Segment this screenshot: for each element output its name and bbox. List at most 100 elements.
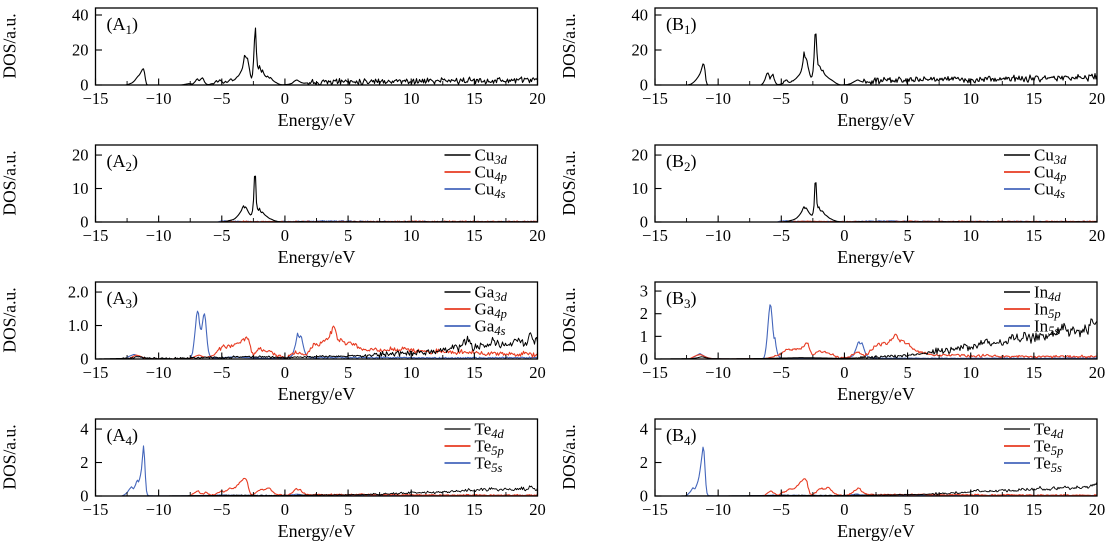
dos-panel-A2: −15 −10 −5 0 5 10 15 20 0 10 20 DOS/a.u. Energy/eV (A… <box>0 144 546 267</box>
x-tick-label: 0 <box>281 89 289 108</box>
legend-label-Te5p: Te5p <box>1034 437 1063 459</box>
y-tick-label: 20 <box>632 41 649 60</box>
x-axis-label: Energy/eV <box>837 521 915 541</box>
y-tick-label: 10 <box>72 179 89 198</box>
x-tick-label: 15 <box>466 500 483 519</box>
legend-label-Te5s: Te5s <box>1034 454 1062 476</box>
x-tick-label: −5 <box>773 89 791 108</box>
x-tick-label: 0 <box>281 226 289 245</box>
x-tick-label: −15 <box>642 226 668 245</box>
x-tick-label: −5 <box>213 89 231 108</box>
x-tick-label: 5 <box>903 226 911 245</box>
y-tick-label: 2 <box>640 304 648 323</box>
legend-label-Cu4p: Cu4p <box>1034 163 1066 185</box>
x-tick-label: 10 <box>403 226 420 245</box>
y-tick-label: 1 <box>640 327 648 346</box>
x-axis-label: Energy/eV <box>837 384 915 404</box>
x-axis-label: Energy/eV <box>278 247 356 267</box>
x-tick-label: −5 <box>213 500 231 519</box>
series-In4d <box>655 318 1097 359</box>
y-tick-label: 0 <box>640 350 648 369</box>
y-axis-ticks <box>95 154 102 223</box>
panel-label: (A1) <box>107 14 139 37</box>
x-tick-label: 10 <box>962 226 979 245</box>
x-tick-label: −5 <box>213 363 231 382</box>
y-tick-label: 4 <box>640 420 648 439</box>
x-tick-label: 5 <box>903 363 911 382</box>
panel-label: (A3) <box>107 288 139 311</box>
series-group <box>655 182 1097 222</box>
x-tick-label: 0 <box>840 500 848 519</box>
x-tick-label: 20 <box>1089 226 1106 245</box>
x-axis-ticks <box>654 352 1098 359</box>
panel-label: (A4) <box>107 425 139 448</box>
panel-label: (B2) <box>666 151 697 174</box>
plot-frame <box>94 7 539 86</box>
y-tick-label: 10 <box>632 179 649 198</box>
panel-label: (B4) <box>666 425 697 448</box>
x-tick-label: 15 <box>466 226 483 245</box>
x-tick-label: −15 <box>642 363 668 382</box>
x-tick-label: 0 <box>281 500 289 519</box>
y-tick-label: 0 <box>640 487 648 506</box>
plot-frame <box>654 144 1098 223</box>
x-tick-label: −10 <box>146 363 172 382</box>
y-tick-label: 3 <box>640 282 648 301</box>
legend-label-Ga4s: Ga4s <box>475 317 506 339</box>
x-tick-label: 20 <box>529 89 546 108</box>
x-tick-label: −15 <box>83 500 109 519</box>
series-group <box>655 446 1097 496</box>
dos-panel-A1: −15 −10 −5 0 5 10 15 20 0 20 40 DOS/a.u. Energy/eV (A… <box>0 6 546 131</box>
legend-label-Ga3d: Ga3d <box>475 283 508 305</box>
dos-panel-A4: −15 −10 −5 0 5 10 15 20 0 2 4 DOS/a.u. Energy/eV (A4)… <box>0 418 546 541</box>
x-tick-label: 0 <box>840 363 848 382</box>
x-tick-label: 20 <box>529 363 546 382</box>
y-tick-label: 2.0 <box>68 283 89 302</box>
x-tick-label: 10 <box>403 89 420 108</box>
series-total-dos <box>655 33 1097 85</box>
dos-panel-B2: −15 −10 −5 0 5 10 15 20 0 10 20 DOS/a.u. Energy/eV (B… <box>560 144 1106 267</box>
legend-label-Te5p: Te5p <box>475 437 504 459</box>
x-tick-label: 20 <box>1089 500 1106 519</box>
x-tick-label: 15 <box>1026 89 1043 108</box>
y-axis-ticks <box>655 154 662 223</box>
y-tick-label: 40 <box>632 6 649 25</box>
x-tick-label: 10 <box>962 500 979 519</box>
series-group <box>95 27 538 85</box>
series-group <box>655 33 1097 85</box>
y-tick-label: 20 <box>632 146 649 165</box>
x-tick-label: −15 <box>83 363 109 382</box>
series-group <box>655 304 1097 359</box>
x-tick-label: 0 <box>840 89 848 108</box>
legend-label-Te4d: Te4d <box>1034 420 1064 442</box>
x-tick-label: 20 <box>1089 363 1106 382</box>
x-axis-label: Energy/eV <box>278 521 356 541</box>
x-tick-label: −10 <box>705 363 731 382</box>
panel-label: (A2) <box>107 151 139 174</box>
legend-label-In5p: In5p <box>1034 300 1061 322</box>
panel-label: (B1) <box>666 14 697 37</box>
x-tick-label: 15 <box>1026 363 1043 382</box>
x-axis-label: Energy/eV <box>837 247 915 267</box>
y-axis-label: DOS/a.u. <box>560 287 579 352</box>
y-axis-ticks <box>655 428 662 497</box>
dos-panel-A3: −15 −10 −5 0 5 10 15 20 0 1.0 2.0 DOS/a.u. Energy/eV… <box>0 281 546 404</box>
series-In5s <box>655 304 1097 359</box>
x-tick-label: 20 <box>529 500 546 519</box>
y-tick-label: 0 <box>80 487 88 506</box>
y-axis-ticks <box>95 291 102 360</box>
y-tick-label: 4 <box>80 420 88 439</box>
legend-label-Te4d: Te4d <box>475 420 505 442</box>
x-tick-label: 5 <box>344 500 352 519</box>
dos-panel-B3: −15 −10 −5 0 5 10 15 20 0 1 2 3 DOS/a.u. Energy/eV (B3… <box>560 281 1106 404</box>
y-tick-label: 0 <box>80 213 88 232</box>
x-tick-label: −10 <box>705 89 731 108</box>
plot-frame <box>94 281 539 360</box>
legend-label-In4d: In4d <box>1034 283 1061 305</box>
